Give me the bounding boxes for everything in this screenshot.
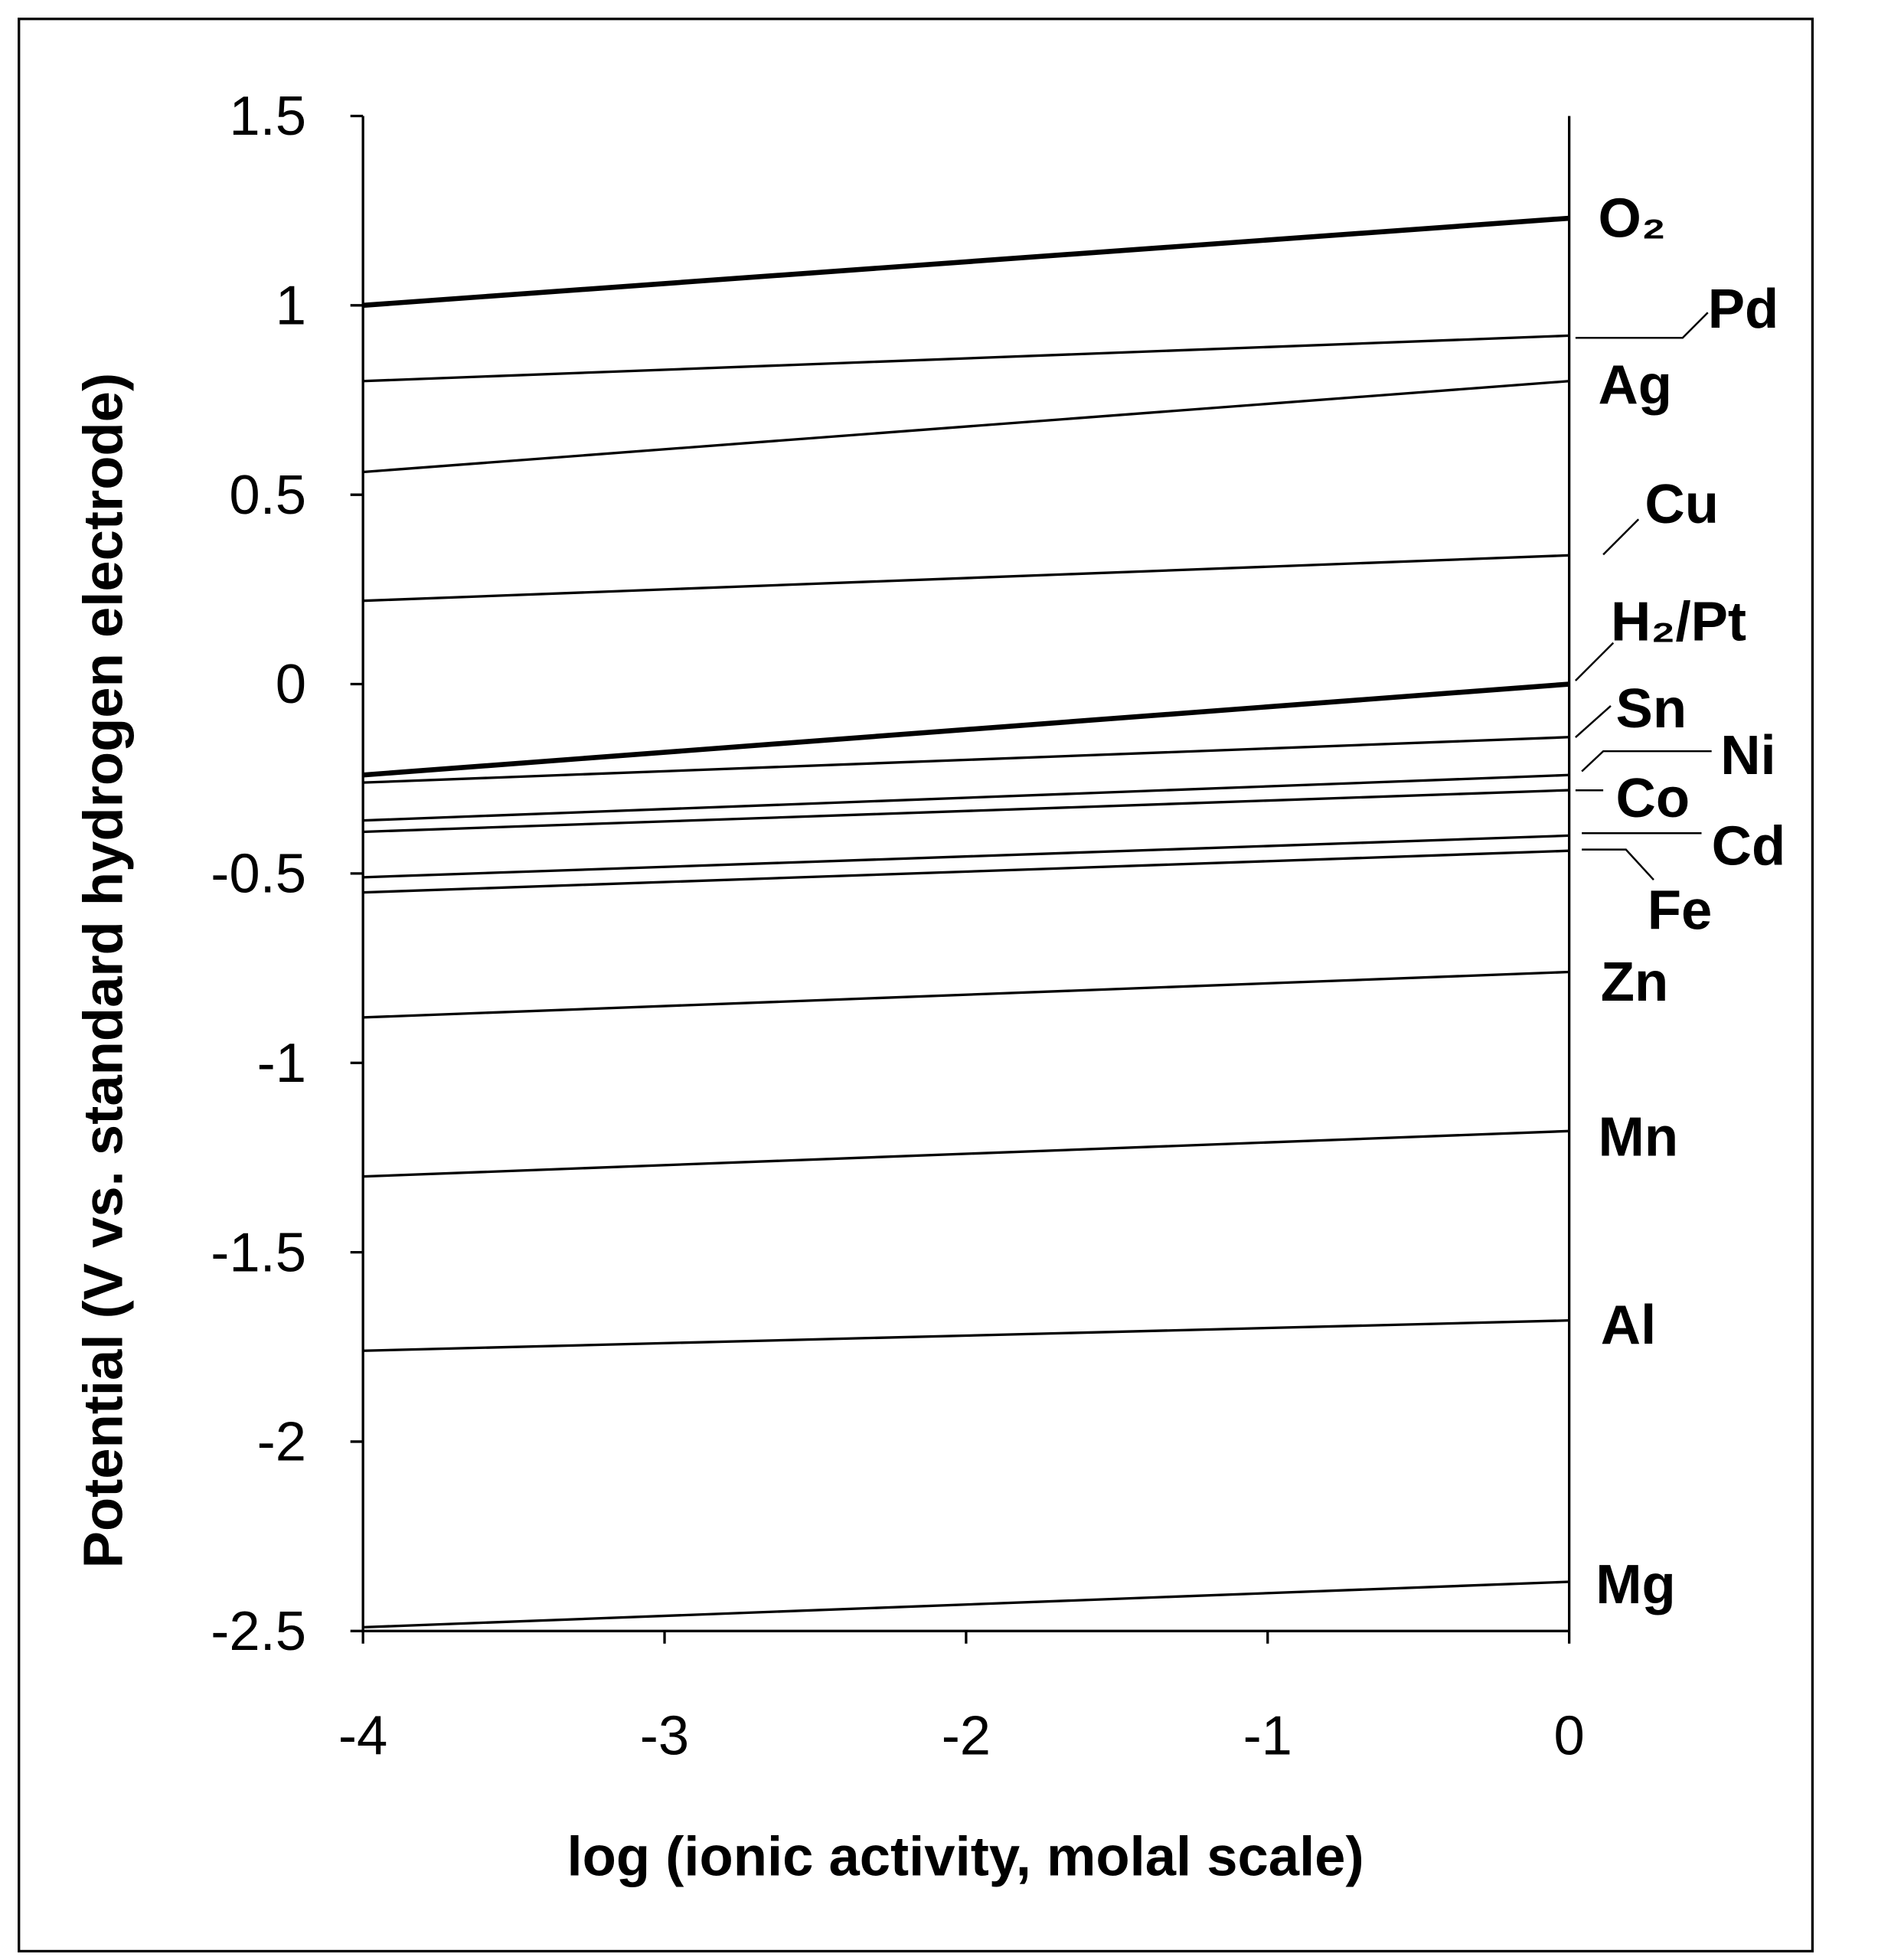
series-label: Sn [1616,678,1687,740]
y-tick-label: 0.5 [229,464,306,526]
series-label: Fe [1648,879,1713,941]
x-tick-label: -4 [338,1705,387,1767]
series-line-5 [363,736,1569,784]
series-line-7 [363,789,1569,834]
y-tick-label: -1.5 [211,1221,306,1283]
series-line-9 [363,849,1569,894]
series-line-6 [363,773,1569,822]
series-line-0 [362,215,1569,309]
leader-line [1582,848,1654,880]
y-tick-label: -2.5 [211,1600,306,1662]
outer-frame [18,18,1814,1953]
y-tick-label: 0 [276,653,306,715]
series-label: Zn [1601,951,1668,1013]
series-line-12 [363,1319,1569,1352]
series-line-3 [363,554,1569,603]
series-line-10 [363,970,1569,1019]
leader-line [1575,705,1612,739]
y-tick-label: -2 [257,1411,306,1473]
leader-line [1575,312,1709,339]
y-tick-label: -0.5 [211,843,306,905]
series-label: Mn [1599,1106,1679,1168]
leader-line [1581,750,1712,773]
series-label: Pd [1708,278,1779,340]
series-line-1 [363,334,1569,383]
series-label: Ag [1599,354,1673,416]
y-tick-label: 1.5 [229,85,306,147]
series-label: Mg [1595,1553,1676,1615]
series-line-11 [363,1129,1569,1178]
series-label: Ni [1720,724,1775,786]
y-tick-label: -1 [257,1032,306,1094]
leader-line [1602,518,1640,556]
y-tick-label: 1 [276,275,306,337]
series-label: Al [1601,1294,1656,1356]
leader-line [1575,642,1615,681]
x-tick-label: 0 [1554,1705,1585,1767]
series-label: Cd [1712,815,1786,877]
x-tick-label: -2 [942,1705,991,1767]
x-axis-label: log (ionic activity, molal scale) [567,1826,1364,1888]
x-tick-label: -3 [640,1705,689,1767]
series-label: Co [1616,767,1690,829]
series-line-4 [362,681,1569,778]
series-label: Cu [1644,473,1719,535]
series-label: O₂ [1599,188,1667,250]
series-label: H₂/Pt [1611,590,1746,652]
y-axis-label: Potential (V vs. standard hydrogen elect… [73,373,135,1568]
series-line-2 [363,380,1569,474]
series-line-8 [363,834,1569,879]
x-tick-label: -1 [1243,1705,1292,1767]
series-line-13 [363,1580,1569,1629]
